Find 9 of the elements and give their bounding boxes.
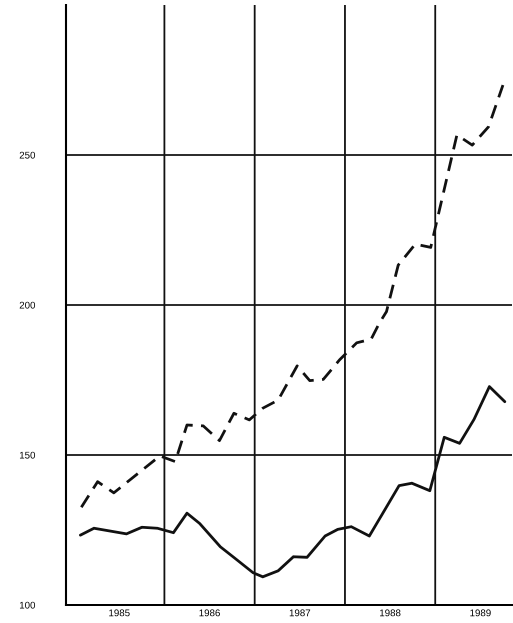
y-tick-label: 250 bbox=[20, 152, 36, 159]
x-tick-label: 1989 bbox=[470, 609, 491, 616]
y-tick-label: 100 bbox=[20, 602, 36, 609]
x-tick-label: 1985 bbox=[109, 609, 130, 616]
x-tick-label: 1987 bbox=[290, 609, 310, 616]
x-tick-label: 1988 bbox=[380, 609, 400, 616]
y-tick-label: 200 bbox=[20, 302, 36, 309]
x-tick-label: 1986 bbox=[199, 609, 220, 616]
y-tick-label: 150 bbox=[20, 452, 36, 459]
